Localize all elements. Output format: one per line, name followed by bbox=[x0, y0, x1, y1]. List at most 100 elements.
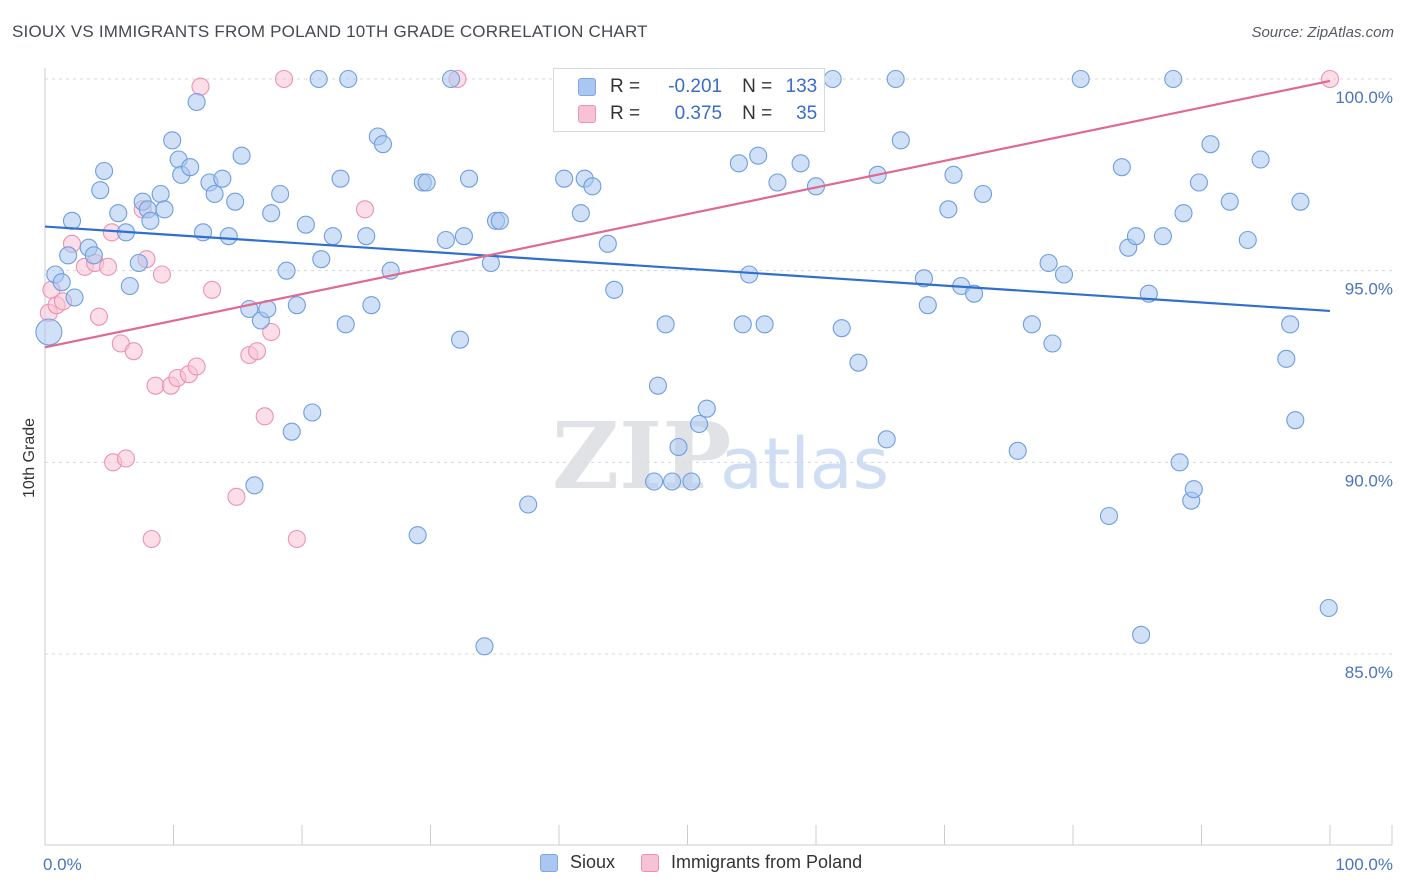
poland-point bbox=[287, 529, 306, 549]
sioux-point bbox=[59, 246, 78, 265]
sioux-point bbox=[312, 250, 331, 269]
sioux-point bbox=[454, 227, 473, 246]
y-tick-label: 95.0% bbox=[1345, 280, 1393, 299]
poland-point bbox=[274, 69, 294, 89]
sioux-point bbox=[1238, 230, 1257, 250]
poland-point bbox=[89, 307, 109, 326]
legend-swatch-sioux bbox=[578, 78, 596, 96]
sioux-point bbox=[1054, 265, 1074, 284]
sioux-point bbox=[519, 495, 538, 514]
sioux-point bbox=[245, 476, 264, 495]
legend-swatch-poland bbox=[578, 105, 596, 123]
poland-point bbox=[146, 376, 165, 395]
sioux-point bbox=[35, 318, 63, 346]
sioux-point bbox=[583, 177, 602, 196]
sioux-point bbox=[95, 161, 114, 181]
sioux-point bbox=[490, 211, 509, 230]
sioux-point bbox=[733, 315, 752, 334]
sioux-point bbox=[436, 230, 455, 250]
sioux-point bbox=[226, 192, 245, 211]
sioux-point bbox=[729, 154, 748, 173]
sioux-point bbox=[336, 315, 355, 334]
y-axis-label: 10th Grade bbox=[21, 418, 38, 498]
sioux-point bbox=[1099, 506, 1119, 526]
sioux-point bbox=[682, 472, 701, 491]
poland-point bbox=[191, 77, 210, 96]
sioux-point bbox=[755, 315, 774, 334]
legend-row-sioux: R = -0.201 N = 133 bbox=[578, 75, 817, 99]
sioux-point bbox=[1319, 598, 1338, 618]
sioux-point bbox=[648, 376, 667, 395]
sioux-point bbox=[973, 184, 993, 204]
sioux-point bbox=[65, 288, 84, 307]
sioux-point bbox=[417, 173, 436, 192]
source-label: Source: ZipAtlas.com bbox=[1251, 24, 1394, 41]
sioux-point bbox=[1286, 411, 1305, 430]
sioux-point bbox=[91, 181, 110, 200]
sioux-point bbox=[1043, 334, 1062, 353]
sioux-point bbox=[571, 204, 590, 223]
r-value-poland: 0.375 bbox=[674, 103, 723, 124]
chart-title: SIOUX VS IMMIGRANTS FROM POLAND 10TH GRA… bbox=[12, 22, 648, 41]
poland-point bbox=[255, 407, 274, 426]
sioux-point bbox=[309, 69, 328, 89]
tick-labels: 100.0% 95.0% 90.0% 85.0% 0.0% 100.0% bbox=[43, 88, 1393, 874]
sioux-point bbox=[605, 280, 624, 299]
r-label: R = bbox=[610, 103, 641, 124]
sioux-point bbox=[1174, 204, 1193, 223]
poland-point bbox=[142, 529, 161, 549]
sioux-point bbox=[1189, 173, 1208, 192]
sioux-point bbox=[141, 211, 160, 230]
sioux-point bbox=[373, 135, 393, 154]
sioux-point bbox=[181, 158, 200, 177]
sioux-point bbox=[187, 92, 206, 112]
sioux-point bbox=[151, 184, 170, 204]
sioux-point bbox=[663, 472, 682, 491]
sioux-point bbox=[62, 211, 82, 230]
sioux-point bbox=[1184, 480, 1203, 499]
sioux-point bbox=[965, 284, 984, 303]
sioux-point bbox=[109, 204, 128, 223]
x-tick-label: 0.0% bbox=[43, 855, 82, 874]
poland-point bbox=[187, 357, 206, 376]
sioux-point bbox=[1126, 227, 1146, 246]
sioux-point bbox=[303, 403, 322, 422]
sioux-point bbox=[1022, 315, 1041, 334]
n-value-sioux: 133 bbox=[785, 76, 818, 97]
sioux-point bbox=[1277, 349, 1296, 368]
sioux-point bbox=[296, 215, 315, 234]
sioux-point bbox=[877, 430, 896, 449]
poland-point bbox=[116, 449, 136, 468]
sioux-point bbox=[823, 69, 842, 89]
r-label: R = bbox=[610, 76, 641, 97]
sioux-point bbox=[697, 399, 716, 418]
correlation-legend: R = -0.201 N = 133 R = 0.375 N = 35 bbox=[553, 68, 825, 132]
sioux-point bbox=[323, 227, 342, 246]
sioux-point bbox=[1039, 253, 1058, 273]
sioux-point bbox=[163, 131, 182, 150]
sioux-point bbox=[287, 296, 306, 315]
legend-row-poland: R = 0.375 N = 35 bbox=[578, 102, 817, 126]
sioux-point bbox=[1291, 192, 1310, 211]
sioux-point bbox=[271, 184, 290, 204]
poland-point bbox=[203, 280, 222, 299]
sioux-point bbox=[749, 146, 768, 165]
sioux-point bbox=[1153, 227, 1172, 246]
sioux-point bbox=[944, 165, 963, 184]
sioux-point bbox=[357, 227, 376, 246]
sioux-point bbox=[362, 296, 381, 315]
sioux-point bbox=[849, 353, 868, 372]
n-label: N = bbox=[742, 103, 773, 124]
poland-point bbox=[262, 322, 281, 342]
sioux-point bbox=[129, 253, 148, 273]
n-value-poland: 35 bbox=[796, 103, 818, 124]
sioux-point bbox=[914, 269, 933, 288]
poland-point bbox=[124, 342, 143, 361]
watermark-atlas: atlas bbox=[720, 423, 889, 505]
sioux-point bbox=[768, 173, 787, 192]
sioux-point bbox=[645, 472, 664, 491]
poland-point bbox=[1320, 69, 1340, 89]
sioux-point bbox=[918, 296, 937, 315]
series-label-sioux: Sioux bbox=[570, 852, 616, 872]
